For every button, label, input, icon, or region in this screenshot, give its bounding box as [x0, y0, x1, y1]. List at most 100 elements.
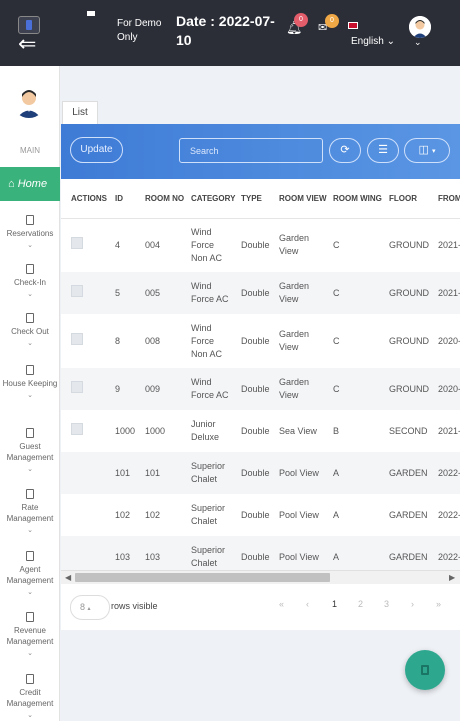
column-header-from[interactable]: FROM — [428, 179, 460, 219]
cell-type: Double — [241, 509, 270, 520]
next-page-icon[interactable]: › — [411, 599, 414, 609]
sidebar-item-home[interactable]: ⌂ Home — [0, 167, 60, 201]
columns-button[interactable]: ◫ ▾ — [404, 138, 450, 163]
sidebar-item-check-in[interactable]: Check-In ⌄ — [0, 264, 60, 300]
row-checkbox[interactable] — [71, 381, 83, 393]
table-row[interactable]: 102 102 Superior Chalet Double Pool View… — [61, 494, 460, 536]
page-size-select[interactable]: 8 ▴ — [70, 595, 110, 620]
language-selector[interactable]: English ⌄ — [351, 36, 395, 47]
cell-room-view: Garden View — [269, 272, 323, 314]
cell-floor: SECOND — [389, 425, 428, 436]
chevron-down-icon: ⌄ — [27, 466, 33, 473]
date-label: Date : 2022-07-10 — [176, 13, 275, 48]
column-header-room-wing[interactable]: ROOM WING — [323, 179, 382, 219]
building-icon — [26, 215, 34, 225]
table-row[interactable]: 4 004 Wind Force Non AC Double Garden Vi… — [61, 218, 460, 272]
columns-icon: ◫ — [418, 144, 429, 156]
chevron-down-icon: ⌄ — [27, 392, 33, 399]
column-header-floor[interactable]: FLOOR — [379, 179, 428, 219]
user-avatar[interactable] — [409, 16, 431, 38]
sidebar-item-rate-management[interactable]: Rate Management ⌄ — [0, 489, 60, 536]
cell-from: 2022-23 — [428, 536, 460, 570]
table-row[interactable]: 101 101 Superior Chalet Double Pool View… — [61, 452, 460, 494]
sidebar-item-revenue-management[interactable]: Revenue Management ⌄ — [0, 612, 60, 659]
search-input[interactable] — [179, 138, 323, 163]
scroll-right-icon[interactable]: ▶ — [449, 573, 456, 582]
column-header-room-view[interactable]: ROOM VIEW — [269, 179, 327, 219]
page-button-2[interactable]: 2 — [358, 599, 364, 609]
building-icon — [26, 365, 34, 375]
table-row[interactable]: 5 005 Wind Force AC Double Garden View C… — [61, 272, 460, 314]
sidebar-item-label: Check Out — [11, 327, 49, 336]
cell-category: Superior Chalet — [181, 536, 231, 570]
prev-page-icon[interactable]: ‹ — [306, 599, 309, 609]
row-actions-cell — [61, 314, 105, 368]
scroll-left-icon[interactable]: ◀ — [65, 573, 72, 582]
sidebar-item-reservations[interactable]: Reservations ⌄ — [0, 215, 60, 251]
column-header-category[interactable]: CATEGORY — [181, 179, 235, 219]
building-icon — [26, 313, 34, 323]
building-icon — [26, 612, 34, 622]
list-view-button[interactable]: ☰ — [367, 138, 399, 163]
last-page-icon[interactable]: » — [436, 599, 442, 609]
sidebar-item-guest-management[interactable]: Guest Management ⌄ — [0, 428, 60, 475]
sidebar-item-house-keeping[interactable]: House Keeping ⌄ — [0, 365, 60, 401]
table-toolbar: Update ⟳ ☰ ◫ ▾ — [61, 124, 460, 179]
horizontal-scrollbar[interactable]: ◀ ▶ — [61, 570, 460, 584]
sidebar-item-label: Agent Management — [6, 565, 54, 585]
decorative-mark — [87, 11, 95, 16]
sidebar-item-label: Reservations — [6, 229, 54, 238]
column-header-room-no[interactable]: ROOM NO — [135, 179, 184, 219]
mail-icon[interactable]: ✉ — [318, 22, 328, 34]
cell-room-view: Garden View — [279, 329, 310, 352]
sidebar-item-check-out[interactable]: Check Out ⌄ — [0, 313, 60, 349]
rows-visible-label: rows visible — [111, 601, 158, 611]
row-checkbox[interactable] — [71, 423, 83, 435]
cell-category: Superior Chalet — [181, 452, 231, 494]
chevron-down-icon: ⌄ — [27, 589, 33, 596]
cell-type: Double — [231, 536, 270, 570]
building-icon — [26, 428, 34, 438]
column-header-type[interactable]: TYPE — [231, 179, 269, 219]
table-row[interactable]: 103 103 Superior Chalet Double Pool View… — [61, 536, 460, 570]
cell-id: 1000 — [115, 425, 136, 436]
cell-type: Double — [241, 239, 270, 250]
cell-from: 2020-21 — [428, 368, 460, 410]
refresh-button[interactable]: ⟳ — [329, 138, 361, 163]
row-checkbox[interactable] — [71, 333, 83, 345]
tab-list[interactable]: List — [62, 101, 98, 124]
floating-action-button[interactable] — [405, 650, 445, 690]
sidebar-item-label: Revenue Management — [6, 626, 54, 646]
sidebar-item-agent-management[interactable]: Agent Management ⌄ — [0, 551, 60, 598]
cell-floor: GROUND — [379, 272, 429, 314]
cell-room-no: 008 — [145, 335, 161, 346]
sidebar-item-credit-management[interactable]: Credit Management ⌄ — [0, 674, 60, 721]
home-icon: ⌂ — [8, 178, 15, 190]
table-row[interactable]: 1000 1000 Junior Deluxe Double Sea View … — [61, 410, 460, 452]
first-page-icon[interactable]: « — [279, 599, 285, 609]
cell-room-wing: B — [333, 425, 340, 436]
chevron-down-icon[interactable]: ⌄ — [414, 37, 422, 47]
cell-room-no: 101 — [135, 452, 181, 494]
column-header-actions[interactable]: ACTIONS — [61, 179, 107, 219]
scrollbar-thumb[interactable] — [75, 573, 330, 582]
cell-category: Wind Force AC — [181, 272, 231, 314]
cell-room-no: 1000 — [145, 425, 166, 436]
cell-room-view: Sea View — [279, 425, 317, 436]
menu-toggle-icon[interactable]: ⇐ — [18, 31, 37, 56]
page-button-1[interactable]: 1 — [332, 599, 338, 609]
page-button-3[interactable]: 3 — [384, 599, 390, 609]
table-row[interactable]: 9 009 Wind Force AC Double Garden View C… — [61, 368, 460, 410]
building-icon — [421, 665, 429, 675]
row-checkbox[interactable] — [71, 237, 83, 250]
row-checkbox[interactable] — [71, 285, 83, 297]
update-button[interactable]: Update — [70, 137, 123, 163]
table-row[interactable]: 8 008 Wind Force Non AC Double Garden Vi… — [61, 314, 460, 368]
table-footer: 8 ▴ rows visible « ‹ 1 2 3 › » — [61, 584, 460, 630]
sidebar-section-label: MAIN — [20, 146, 40, 155]
language-label: English — [351, 36, 384, 47]
cell-type: Double — [231, 272, 270, 314]
building-icon — [26, 264, 34, 274]
column-header-id[interactable]: ID — [105, 179, 135, 219]
table-header-row: ACTIONS ID ROOM NO CATEGORY TYPE ROOM VI… — [61, 179, 460, 219]
